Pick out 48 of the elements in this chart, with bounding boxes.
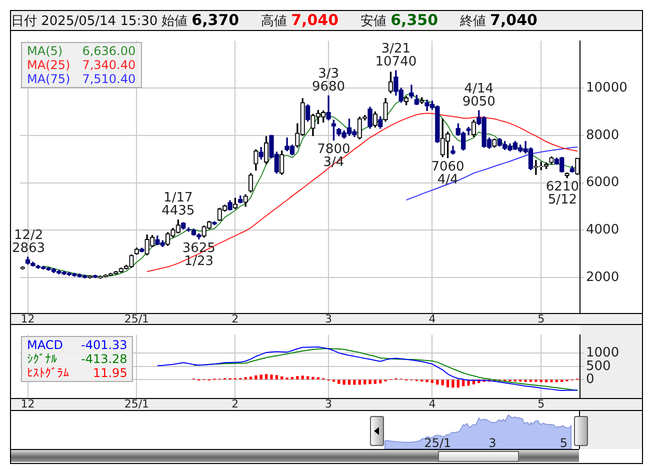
text: ﾋｽﾄｸﾞﾗﾑ	[26, 366, 70, 380]
text: 6,370	[192, 11, 240, 29]
annotation: 7,510.40	[81, 72, 137, 86]
y-tick-label: 8000	[586, 128, 620, 143]
annotation: 7060 4/4	[431, 160, 464, 188]
x-tick-label: 25/1	[124, 397, 150, 410]
x-tick-label: 4	[428, 312, 436, 326]
text: MA(5)	[26, 44, 64, 58]
y-tick-label: 10000	[586, 80, 628, 96]
text: 終値	[460, 14, 486, 29]
text: 安値	[360, 14, 387, 29]
y-tick-label: 4000	[586, 222, 620, 238]
x-tick-label: 5	[538, 312, 545, 326]
text: MA(75)	[26, 72, 72, 86]
annotation: 1/17 4435	[162, 190, 195, 219]
y-tick-label: 500	[586, 358, 611, 374]
annotation: 6210 5/12	[546, 180, 580, 208]
x-tick-label: 3	[325, 397, 332, 410]
annotation: 6,636.00	[81, 44, 137, 58]
annotation: 3/3 9680	[312, 66, 346, 95]
text: 6,350	[390, 11, 438, 29]
text: MA(25)	[26, 58, 72, 72]
text: 高値	[261, 14, 288, 29]
text: 始値	[162, 14, 188, 29]
annotation: 12/2 2863	[12, 228, 46, 256]
x-tick-label: 5	[538, 397, 545, 410]
x-tick-label: 25/1	[124, 312, 150, 326]
annotation: -401.33	[80, 338, 128, 352]
x-tick-label: 3	[325, 312, 332, 326]
annotation: 4/14 9050	[462, 82, 496, 110]
x-tick-label: 2	[232, 397, 239, 410]
annotation: -413.28	[80, 352, 128, 366]
y-tick-label: 2000	[586, 270, 620, 285]
x-tick-label: 4	[428, 397, 436, 410]
chart-title: 日付 2025/05/14 15:30	[11, 14, 158, 29]
annotation: 11.95	[92, 366, 128, 380]
annotation: 7,340.40	[81, 58, 137, 72]
x-tick-label: 12	[20, 397, 35, 410]
text: 7,040	[291, 11, 339, 29]
y-tick-label: 0	[586, 372, 594, 387]
y-tick-label: 1000	[586, 346, 620, 361]
text: 7,040	[490, 11, 538, 29]
text: ｼｸﾞﾅﾙ	[26, 352, 58, 366]
text: MACD	[26, 338, 64, 352]
x-tick-label: 12	[20, 312, 35, 326]
annotation: 3/21 10740	[375, 42, 417, 70]
y-tick-label: 6000	[586, 175, 620, 190]
x-tick-label: 2	[232, 312, 239, 326]
